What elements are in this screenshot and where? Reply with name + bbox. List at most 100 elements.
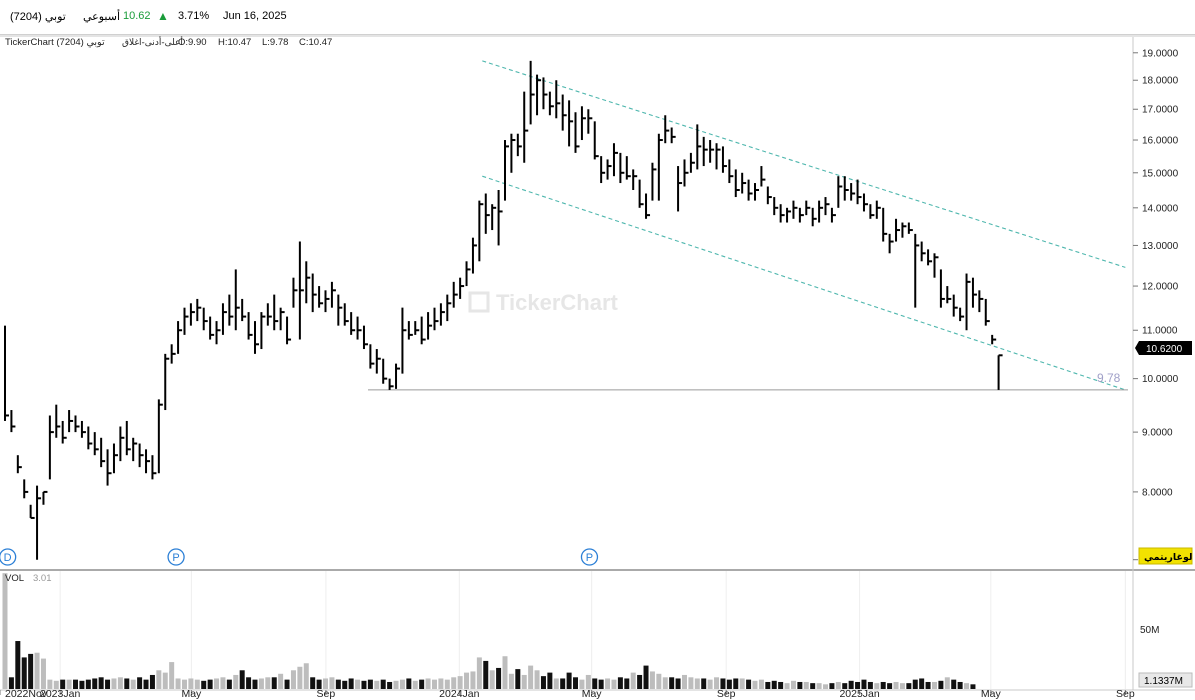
volume-bar	[387, 681, 393, 689]
volume-bar	[438, 678, 444, 689]
volume-bar	[470, 671, 476, 689]
volume-bar	[739, 678, 745, 689]
volume-bar	[258, 678, 264, 689]
volume-bar	[60, 679, 66, 689]
volume-bar	[508, 673, 514, 689]
marker-p[interactable]: P	[580, 548, 599, 566]
y-tick-label: 10.0000	[1142, 374, 1179, 385]
ohlc-bar	[471, 237, 477, 274]
ohlc-bar	[664, 115, 670, 144]
volume-bar	[790, 680, 796, 689]
x-tick-label: Sep	[1116, 688, 1135, 700]
ohlc-bar	[23, 479, 29, 499]
volume-bar	[143, 679, 149, 689]
ohlc-bar	[177, 321, 183, 354]
y-tick-label: 8.0000	[1142, 487, 1173, 498]
ohlc-bar	[74, 415, 80, 433]
price-label-box: 10.6200	[1135, 341, 1192, 355]
volume-bar	[816, 683, 822, 689]
ohlc-bar	[632, 169, 638, 190]
volume-bar	[137, 677, 143, 689]
channel-upper-line[interactable]	[482, 60, 1126, 268]
volume-bar	[855, 681, 861, 689]
channel-lower-line[interactable]	[482, 175, 1126, 391]
volume-bar	[726, 679, 732, 689]
volume-bar	[457, 676, 463, 689]
x-tick-label: Sep	[717, 688, 736, 700]
ohlc-bar	[311, 273, 317, 313]
volume-bar	[560, 678, 566, 689]
ohlc-bar	[491, 204, 497, 231]
ohlc-bar	[273, 294, 279, 331]
volume-bar	[656, 673, 662, 689]
volume-bar	[169, 662, 175, 689]
ohlc-bar	[677, 166, 683, 212]
ohlc-bar	[529, 60, 535, 125]
volume-bar	[278, 673, 284, 689]
ohlc-bar	[100, 437, 106, 468]
symbol-name[interactable]: (7204) توبي	[10, 11, 66, 23]
ohlc-bar	[907, 222, 913, 234]
volume-bar	[355, 679, 361, 689]
marker-p[interactable]: P	[167, 548, 185, 566]
ohlc-bar	[625, 156, 631, 180]
ohlc-bar	[356, 316, 362, 340]
ohlc-bar	[523, 91, 529, 163]
volume-bar	[688, 677, 694, 689]
y-tick-label: 18.0000	[1142, 76, 1179, 87]
volume-bar	[810, 683, 816, 689]
period-label[interactable]: أسبوعي	[83, 11, 121, 23]
ohlc-bar	[920, 241, 926, 262]
volume-bar	[694, 678, 700, 689]
x-tick-label: May	[981, 688, 1002, 700]
ohlc-bar	[414, 321, 420, 335]
log-scale-label: لوغاريتمي	[1144, 552, 1192, 563]
ohlc-bar	[80, 420, 86, 438]
volume-bars	[2, 573, 976, 689]
volume-bar	[47, 679, 53, 689]
date-label: Jun 16, 2025	[223, 10, 287, 22]
log-scale-button[interactable]: لوغاريتمي	[1138, 547, 1193, 565]
volume-bar	[919, 678, 925, 689]
ohlc-bar	[350, 312, 356, 335]
ohlc-bar	[651, 162, 657, 201]
volume-bar	[637, 674, 643, 689]
ohlc-bar	[112, 443, 118, 474]
volume-bar	[803, 681, 809, 689]
volume-bar	[842, 683, 848, 689]
volume-bar	[162, 672, 168, 689]
ohlc-bar	[401, 307, 407, 374]
ohlc-bar	[292, 277, 298, 308]
volume-bar	[592, 678, 598, 689]
volume-bar	[175, 678, 181, 689]
volume-bar	[361, 680, 367, 689]
y-tick-label: 9.0000	[1142, 428, 1173, 439]
volume-bar	[675, 678, 681, 689]
price-axis[interactable]: 7.00008.00009.000010.000011.000012.00001…	[1133, 48, 1179, 566]
ohlc-bar	[427, 312, 433, 340]
volume-bar	[534, 670, 540, 689]
volume-bar	[874, 683, 880, 689]
trend-channel[interactable]	[482, 60, 1126, 391]
ohlc-bar	[600, 156, 606, 184]
volume-bar	[515, 669, 521, 689]
volume-bar	[374, 680, 380, 689]
marker-d[interactable]: D	[0, 548, 17, 566]
volume-legend: VOL 3.01	[5, 573, 52, 584]
ohlc-bar	[824, 197, 830, 216]
ohlc-bar	[215, 321, 221, 345]
ohlc-bar	[68, 410, 74, 433]
volume-bar	[758, 679, 764, 689]
volume-bar	[367, 679, 373, 689]
legend-source: TickerChart (7204) توبي	[5, 37, 105, 48]
volume-bar	[951, 679, 957, 689]
ohlc-bar	[766, 186, 772, 205]
ohlc-bar	[478, 200, 484, 262]
ohlc-bar	[914, 233, 920, 308]
ohlc-bar	[702, 136, 708, 167]
y-tick-label: 11.0000	[1142, 326, 1178, 337]
ohlc-bar	[548, 91, 554, 116]
ohlc-bar	[55, 404, 61, 438]
